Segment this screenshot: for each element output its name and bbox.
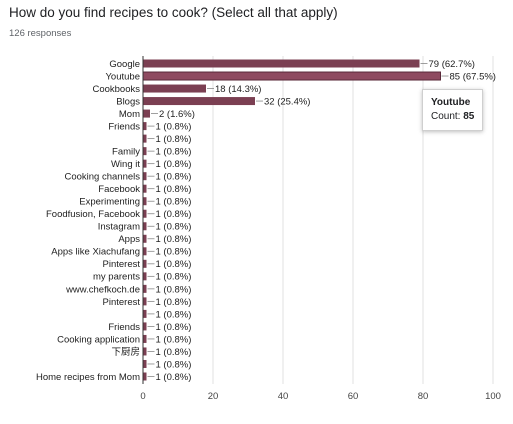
x-tick-label: 80 — [418, 391, 429, 402]
bar — [143, 209, 147, 218]
data-label: 1 (0.8%) — [156, 147, 192, 158]
bar — [143, 134, 147, 143]
category-label: 下厨房 — [111, 346, 140, 358]
bar — [143, 259, 147, 268]
bar — [143, 84, 206, 93]
data-label: 85 (67.5%) — [450, 71, 496, 82]
bar — [143, 197, 147, 206]
category-label: Apps like Xiachufang — [51, 247, 140, 258]
data-label: 1 (0.8%) — [156, 347, 192, 358]
data-label: 1 (0.8%) — [156, 334, 192, 345]
bar — [143, 97, 255, 106]
data-label: 1 (0.8%) — [156, 372, 192, 383]
category-label: Friends — [108, 122, 140, 133]
response-count: 126 responses — [9, 28, 72, 39]
data-label: 1 (0.8%) — [156, 197, 192, 208]
x-tick-label: 100 — [485, 391, 501, 402]
data-label: 1 (0.8%) — [156, 209, 192, 220]
data-label: 2 (1.6%) — [159, 109, 195, 120]
bar — [143, 284, 147, 293]
data-label: 1 (0.8%) — [156, 134, 192, 145]
bar — [143, 147, 147, 156]
bar — [143, 184, 147, 193]
category-label: Foodfusion, Facebook — [46, 209, 140, 220]
data-label: 1 (0.8%) — [156, 184, 192, 195]
data-label: 1 (0.8%) — [156, 309, 192, 320]
data-label: 1 (0.8%) — [156, 159, 192, 170]
data-label: 1 (0.8%) — [156, 259, 192, 270]
category-label: Wing it — [111, 159, 140, 170]
data-label: 1 (0.8%) — [156, 172, 192, 183]
bar — [143, 334, 147, 343]
bar — [143, 272, 147, 281]
data-label: 18 (14.3%) — [215, 84, 261, 95]
tooltip-count-value: 85 — [463, 111, 475, 122]
category-label: Home recipes from Mom — [36, 372, 140, 383]
x-tick-label: 40 — [278, 391, 289, 402]
x-tick-label: 60 — [348, 391, 359, 402]
data-label: 1 (0.8%) — [156, 247, 192, 258]
data-label: 32 (25.4%) — [264, 96, 310, 107]
bar — [143, 234, 147, 243]
bar — [143, 172, 147, 181]
data-label: 79 (62.7%) — [429, 59, 475, 70]
bar — [143, 309, 147, 318]
chart-tooltip: Youtube Count: 85 — [422, 89, 484, 131]
bar — [143, 109, 150, 118]
category-label: Friends — [108, 322, 140, 333]
category-label: Instagram — [98, 222, 140, 233]
tooltip-series-name: Youtube — [431, 97, 471, 108]
x-tick-label: 20 — [208, 391, 219, 402]
category-label: Cooking application — [57, 334, 140, 345]
category-label: Facebook — [98, 184, 140, 195]
category-label: Family — [112, 147, 140, 158]
category-label: Cooking channels — [64, 172, 140, 183]
category-label: my parents — [93, 272, 140, 283]
data-label: 1 (0.8%) — [156, 359, 192, 370]
category-label: Experimenting — [79, 197, 140, 208]
bar — [142, 71, 441, 81]
category-label: Google — [109, 59, 140, 70]
data-label: 1 (0.8%) — [156, 222, 192, 233]
bar — [143, 122, 147, 131]
category-label: Pinterest — [103, 297, 141, 308]
bar — [143, 359, 147, 368]
category-label: Mom — [119, 109, 140, 120]
data-label: 1 (0.8%) — [156, 297, 192, 308]
category-label: Apps — [118, 234, 140, 245]
bar — [143, 222, 147, 231]
data-label: 1 (0.8%) — [156, 284, 192, 295]
tooltip-count-label: Count: — [431, 111, 461, 122]
data-label: 1 (0.8%) — [156, 234, 192, 245]
category-label: Cookbooks — [92, 84, 140, 95]
category-label: Pinterest — [103, 259, 141, 270]
data-label: 1 (0.8%) — [156, 272, 192, 283]
x-tick-label: 0 — [140, 391, 145, 402]
tooltip-count: Count: 85 — [431, 110, 474, 124]
category-label: Youtube — [105, 71, 140, 82]
category-label: www.chefkoch.de — [65, 284, 140, 295]
data-label: 1 (0.8%) — [156, 322, 192, 333]
bar — [143, 322, 147, 331]
bar — [143, 247, 147, 256]
bar — [143, 159, 147, 168]
bar — [143, 372, 147, 381]
category-label: Blogs — [116, 96, 140, 107]
data-label: 1 (0.8%) — [156, 122, 192, 133]
bar — [143, 347, 147, 356]
bar — [143, 59, 420, 68]
bar — [143, 297, 147, 306]
question-title: How do you find recipes to cook? (Select… — [9, 5, 338, 20]
